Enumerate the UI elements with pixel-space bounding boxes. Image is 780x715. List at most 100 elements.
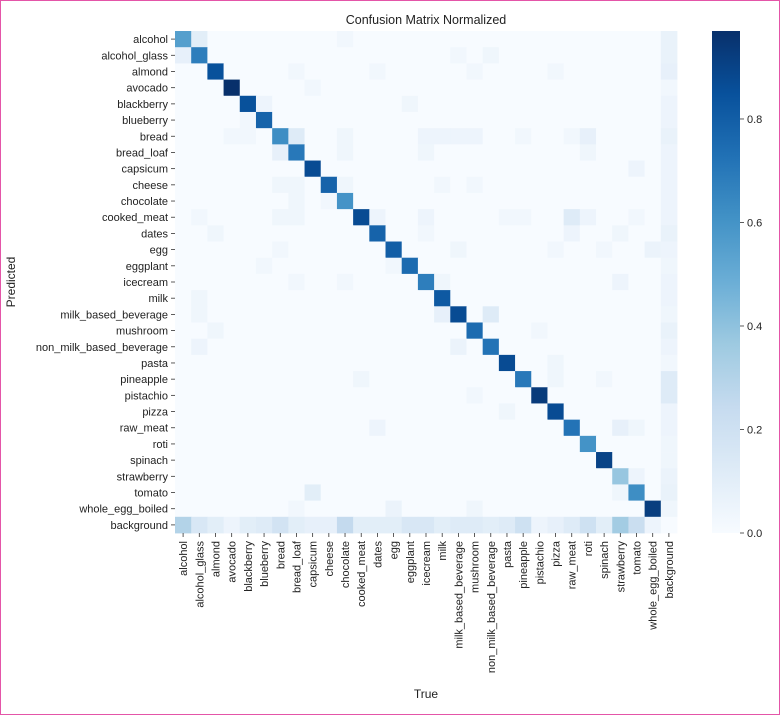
heatmap-cell <box>417 144 435 161</box>
heatmap-cell <box>612 387 629 404</box>
heatmap-cell <box>434 257 451 275</box>
heatmap-cell <box>320 484 338 502</box>
heatmap-cell <box>547 516 565 534</box>
heatmap-cell <box>563 111 581 129</box>
heatmap-cell <box>223 387 241 404</box>
heatmap-cell <box>385 111 403 129</box>
heatmap-cell <box>385 500 403 518</box>
heatmap-cell <box>628 452 646 469</box>
heatmap-cell <box>612 144 629 161</box>
heatmap-cell <box>628 47 646 64</box>
heatmap-cell <box>369 160 386 178</box>
heatmap-cell <box>644 273 662 291</box>
heatmap-cell <box>239 257 257 275</box>
heatmap-cell <box>417 79 435 97</box>
heatmap-cell <box>191 354 208 372</box>
heatmap-cell <box>369 257 386 275</box>
heatmap-cell <box>255 500 273 518</box>
heatmap-cell <box>336 371 354 388</box>
heatmap-cell <box>660 403 678 421</box>
heatmap-cell <box>612 31 629 48</box>
heatmap-cell <box>191 403 208 421</box>
heatmap-cell <box>223 47 241 64</box>
heatmap-cell <box>175 47 192 64</box>
heatmap-cell <box>563 306 581 323</box>
heatmap-cell <box>515 403 532 421</box>
heatmap-cell <box>385 144 403 161</box>
heatmap-cell <box>612 79 629 97</box>
heatmap-cell <box>498 176 516 194</box>
heatmap-cell <box>612 176 629 194</box>
heatmap-cell <box>207 47 224 64</box>
heatmap-cell <box>417 468 435 485</box>
heatmap-cell <box>466 516 484 534</box>
heatmap-cell <box>612 484 629 502</box>
heatmap-cell <box>434 468 451 485</box>
heatmap-cell <box>353 484 370 502</box>
heatmap-cell <box>272 516 289 534</box>
heatmap-cell <box>320 31 338 48</box>
heatmap-cell <box>482 306 500 323</box>
heatmap-cell <box>579 387 597 404</box>
heatmap-cell <box>612 290 629 307</box>
heatmap-cell <box>660 63 678 80</box>
heatmap-cell <box>450 79 467 97</box>
heatmap-cell <box>336 387 354 404</box>
heatmap-cell <box>547 387 565 404</box>
heatmap-cell <box>353 403 370 421</box>
heatmap-cell <box>401 257 419 275</box>
y-tick-label: milk_based_beverage <box>60 309 168 321</box>
heatmap-cell <box>272 176 289 194</box>
heatmap-cell <box>612 160 629 178</box>
heatmap-cell <box>482 160 500 178</box>
heatmap-cell <box>498 322 516 340</box>
heatmap-cell <box>450 160 467 178</box>
heatmap-cell <box>239 192 257 210</box>
heatmap-cell <box>644 241 662 259</box>
y-tick-label: background <box>111 520 169 532</box>
heatmap-cell <box>207 435 224 453</box>
heatmap-cell <box>336 144 354 161</box>
heatmap-cell <box>272 452 289 469</box>
heatmap-cell <box>304 306 322 323</box>
heatmap-cell <box>239 79 257 97</box>
heatmap-cell <box>612 452 629 469</box>
heatmap-cell <box>288 516 305 534</box>
heatmap-cell <box>515 111 532 129</box>
heatmap-cell <box>304 176 322 194</box>
heatmap-cell <box>401 79 419 97</box>
heatmap-cell <box>401 209 419 226</box>
heatmap-cell <box>336 47 354 64</box>
heatmap-cell <box>434 273 451 291</box>
heatmap-cell <box>466 257 484 275</box>
heatmap-cell <box>498 354 516 372</box>
heatmap-cell <box>223 273 241 291</box>
heatmap-cell <box>466 160 484 178</box>
heatmap-cell <box>482 176 500 194</box>
heatmap-cell <box>288 128 305 145</box>
heatmap-cell <box>563 354 581 372</box>
heatmap-cell <box>515 192 532 210</box>
heatmap-cell <box>466 273 484 291</box>
heatmap-cell <box>466 176 484 194</box>
heatmap-cell <box>207 111 224 129</box>
heatmap-cell <box>579 322 597 340</box>
heatmap-cell <box>207 95 224 113</box>
heatmap-cell <box>434 63 451 80</box>
heatmap-cell <box>579 306 597 323</box>
heatmap-cell <box>304 322 322 340</box>
heatmap-cell <box>660 516 678 534</box>
heatmap-cell <box>450 273 467 291</box>
heatmap-cell <box>401 192 419 210</box>
heatmap-cell <box>353 306 370 323</box>
heatmap-cell <box>563 273 581 291</box>
heatmap-cell <box>353 500 370 518</box>
heatmap-cell <box>563 176 581 194</box>
heatmap-cell <box>434 516 451 534</box>
heatmap-cell <box>272 63 289 80</box>
heatmap-cell <box>498 273 516 291</box>
heatmap-cell <box>385 128 403 145</box>
heatmap-cell <box>628 79 646 97</box>
heatmap-cell <box>531 468 548 485</box>
